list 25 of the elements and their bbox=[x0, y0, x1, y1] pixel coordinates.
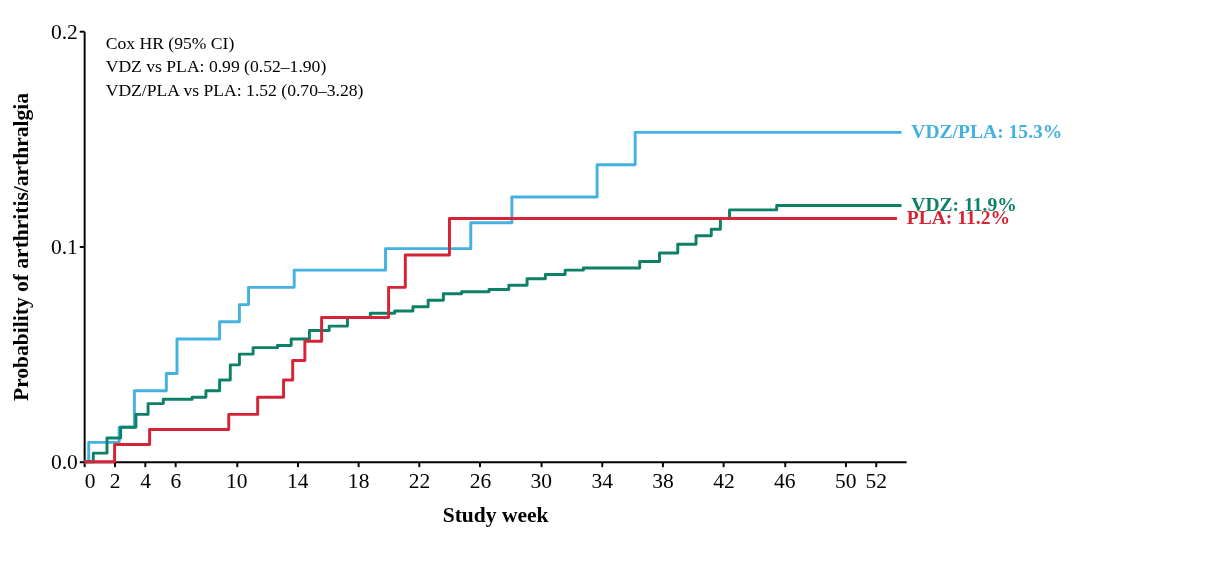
x-tick-label: 52 bbox=[865, 468, 887, 493]
x-tick-label: 6 bbox=[170, 468, 182, 493]
x-tick-label: 22 bbox=[408, 468, 431, 493]
x-tick-label: 10 bbox=[226, 468, 248, 493]
x-tick-label: 18 bbox=[347, 468, 370, 493]
x-tick-label: 42 bbox=[713, 468, 735, 493]
x-tick-label: 30 bbox=[530, 468, 553, 493]
y-axis-title: Probability of arthritis/arthralgia bbox=[9, 92, 34, 401]
annotation: VDZ vs PLA: 0.99 (0.52–1.90) bbox=[105, 56, 327, 77]
x-tick-label: 26 bbox=[469, 468, 492, 493]
x-tick-label: 50 bbox=[834, 468, 857, 493]
x-tick-label: 4 bbox=[140, 468, 152, 493]
x-tick-label: 46 bbox=[774, 468, 796, 493]
x-tick-label: 2 bbox=[109, 468, 121, 493]
y-tick-label: 0.0 bbox=[50, 450, 78, 475]
y-tick-label: 0.2 bbox=[50, 19, 78, 44]
x-tick-label: 0 bbox=[84, 468, 96, 493]
x-tick-label: 34 bbox=[591, 468, 614, 493]
series-label: VDZ/PLA: 15.3% bbox=[911, 121, 1063, 143]
y-tick-label: 0.1 bbox=[50, 234, 78, 259]
annotation: Cox HR (95% CI) bbox=[105, 32, 235, 53]
x-tick-label: 38 bbox=[652, 468, 674, 493]
x-tick-label: 14 bbox=[286, 468, 309, 493]
x-axis-title: Study week bbox=[442, 502, 549, 527]
annotation: VDZ/PLA vs PLA: 1.52 (0.70–3.28) bbox=[105, 79, 364, 100]
